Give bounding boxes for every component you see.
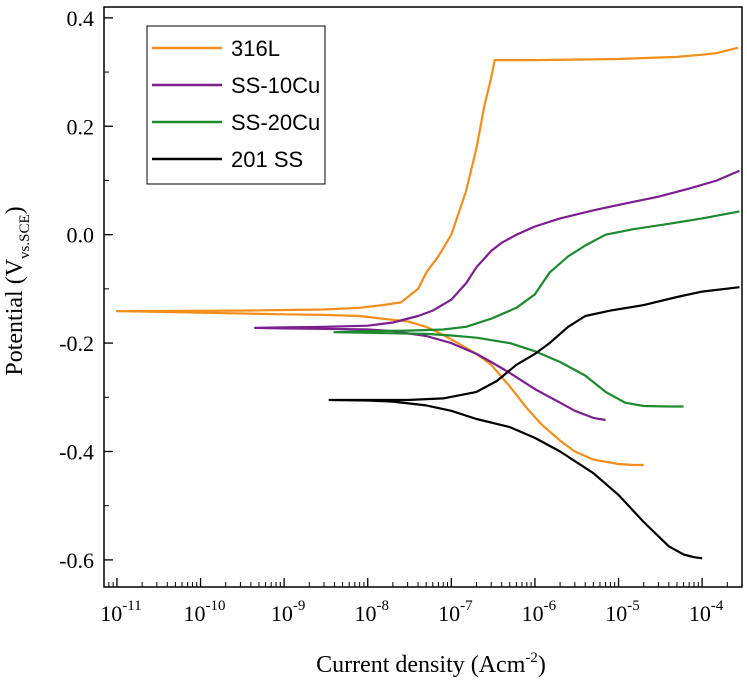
x-tick-label: 10-9: [271, 598, 306, 626]
y-tick-label: 0.0: [67, 223, 95, 248]
y-tick-label: 0.4: [67, 6, 95, 31]
series-line-201-ss: [328, 286, 740, 560]
y-tick-label: -0.4: [59, 439, 94, 464]
y-tick-label: -0.6: [59, 548, 94, 573]
legend: 316L SS-10Cu SS-20Cu 201 SS: [146, 25, 326, 185]
x-tick-label: 10-10: [184, 598, 226, 626]
series-line-316l: [115, 46, 739, 467]
y-tick-label: 0.2: [67, 114, 95, 139]
y-tick-label: -0.2: [59, 331, 94, 356]
y-axis-title-main: Potential (V: [2, 258, 28, 375]
x-axis-title-main: Current density (Acm: [316, 652, 526, 678]
x-tick-label: 10-7: [438, 598, 473, 626]
legend-label-201-ss: 201 SS: [231, 147, 303, 172]
legend-label-316l: 316L: [231, 36, 280, 61]
x-axis-title: Current density (Acm-2): [316, 650, 546, 678]
x-tick-label: 10-8: [354, 598, 389, 626]
series-layer: [115, 46, 740, 560]
series-line-ss-10cu: [254, 169, 740, 422]
y-axis-title-sub: vs.SCE: [17, 214, 33, 259]
legend-box: [146, 25, 326, 185]
plot-frame: [103, 6, 743, 588]
x-tick-label: 10-6: [522, 598, 557, 626]
legend-label-ss-10cu: SS-10Cu: [231, 73, 320, 98]
y-axis-title-close: ): [2, 206, 28, 214]
x-tick-label: 10-5: [605, 598, 640, 626]
legend-label-ss-20cu: SS-20Cu: [231, 110, 320, 135]
x-axis-title-close: ): [538, 652, 546, 678]
x-tick-label: 10-4: [689, 598, 724, 626]
y-axis-title: Potential (Vvs.SCE): [2, 206, 33, 375]
x-axis-title-sup: -2: [525, 650, 538, 666]
x-tick-label: 10-11: [100, 598, 141, 626]
series-line-ss-20cu: [333, 210, 740, 408]
ticks-layer: 10-11 10-10 10-9 10-8 10-7 10-6 10-5 10-4 0.4 0.2…: [59, 6, 728, 626]
